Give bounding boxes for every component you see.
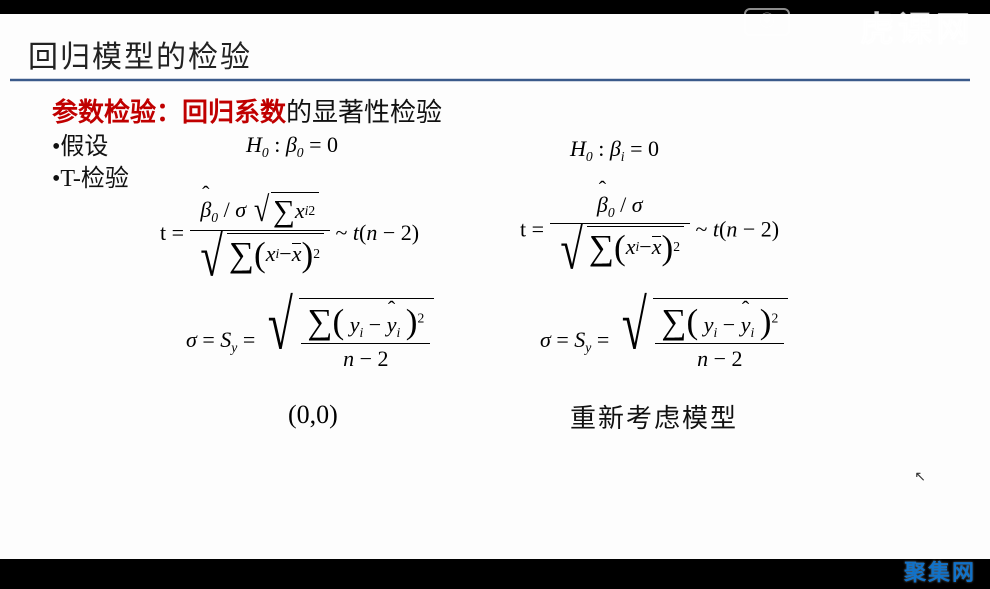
cursor-icon: ↖ — [914, 468, 926, 485]
subtitle: 参数检验：回归系数的显著性检验 — [52, 92, 442, 129]
bottom-black-bar — [0, 559, 990, 589]
hypothesis-left: H0 : β0 = 0 — [246, 132, 338, 161]
slide: 回归模型的检验 参数检验：回归系数的显著性检验 •假设 •T-检验 H0 : β… — [0, 14, 990, 559]
watermark-box-icon: ⦿ — [744, 8, 790, 36]
t-statistic-left: t = β0 / σ √∑ xi2 √ ∑( xi − x )2 ~ t(n −… — [160, 190, 419, 280]
sigma-formula-left: σ = Sy = √ ∑( yi − yi )2 n − 2 — [186, 298, 434, 374]
title-underline — [10, 78, 970, 81]
bullet-ttest: •T-检验 — [52, 158, 129, 193]
bullet-hypothesis: •假设 — [52, 126, 108, 161]
origin-pair: (0,0) — [288, 400, 338, 430]
hypothesis-right: H0 : βi = 0 — [570, 136, 659, 165]
reconsider-model-text: 重新考虑模型 — [570, 398, 738, 435]
t-statistic-right: t = β0 / σ √ ∑( xi − x )2 ~ t(n − 2) — [520, 190, 779, 273]
subtitle-red: 参数检验：回归系数 — [52, 98, 286, 127]
sigma-formula-right: σ = Sy = √ ∑( yi − yi )2 n − 2 — [540, 298, 788, 374]
video-frame: 回归模型的检验 参数检验：回归系数的显著性检验 •假设 •T-检验 H0 : β… — [0, 0, 990, 589]
subtitle-black: 的显著性检验 — [286, 98, 442, 127]
top-black-bar — [0, 0, 990, 14]
watermark-bottom-right: 聚集网 — [904, 555, 976, 587]
slide-title: 回归模型的检验 — [28, 32, 252, 76]
watermark-top-right: 虎课网 — [860, 2, 974, 51]
